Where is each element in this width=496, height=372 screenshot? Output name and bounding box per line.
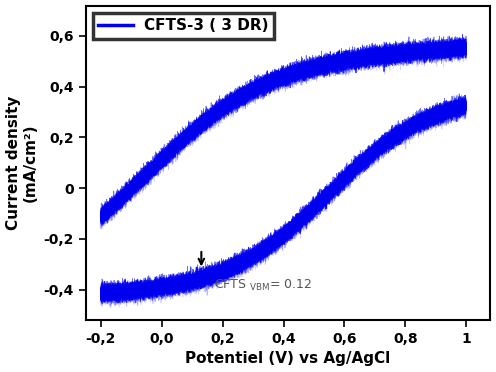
- Legend: CFTS-3 ( 3 DR): CFTS-3 ( 3 DR): [93, 13, 274, 39]
- Text: CFTS $\mathregular{_{VBM}}$= 0.12: CFTS $\mathregular{_{VBM}}$= 0.12: [213, 278, 312, 294]
- Y-axis label: Current density
(mA/cm²): Current density (mA/cm²): [5, 96, 38, 230]
- X-axis label: Potentiel (V) vs Ag/AgCl: Potentiel (V) vs Ag/AgCl: [186, 352, 391, 366]
